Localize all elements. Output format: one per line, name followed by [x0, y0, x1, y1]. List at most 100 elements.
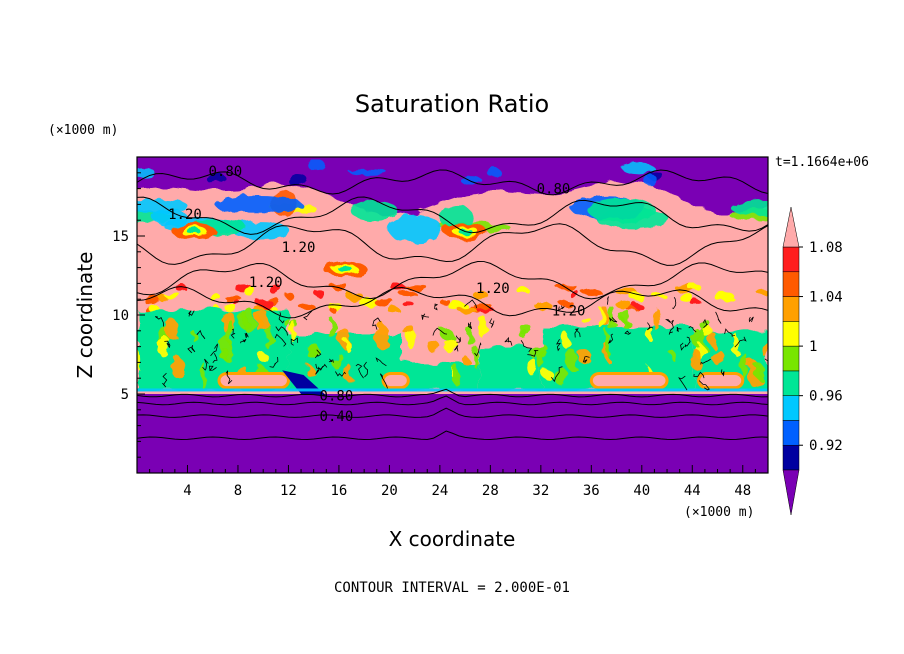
isoline-fragment [520, 340, 533, 353]
colorbar-tick-label: 0.96 [809, 389, 843, 405]
colorbar-upper-triangle [782, 206, 800, 248]
colorbar-tick-label: 0.92 [809, 438, 843, 454]
isoline-upper [137, 169, 768, 196]
isoline-fragment [188, 310, 195, 317]
isoline-fragment [527, 349, 539, 357]
isoline-fragment [624, 330, 632, 335]
isoline-fragment [244, 332, 249, 339]
isoline-fragment [269, 356, 279, 368]
isoline-low [137, 395, 768, 406]
isoline-fragment [607, 296, 609, 305]
isoline-fragment [693, 371, 705, 379]
x-tick-label: 24 [431, 483, 448, 499]
isoline-fragment [688, 326, 697, 333]
isoline-fragment [162, 372, 168, 388]
isoline-fragment [240, 338, 247, 344]
contour-label: 0.80 [208, 164, 242, 180]
isoline-fragment [379, 373, 388, 389]
isoline-fragment [574, 328, 581, 338]
saturation-field [137, 157, 768, 473]
isoline-upper [137, 196, 768, 235]
isoline-fragment [375, 357, 387, 367]
isoline-fragment [665, 319, 674, 325]
isoline-fragment [454, 345, 459, 352]
contour-label: 1.20 [552, 303, 586, 319]
isoline-fragment [582, 356, 590, 364]
x-tick-label: 8 [234, 483, 242, 499]
isoline-fragment [504, 336, 513, 346]
isoline-fragment [455, 335, 461, 343]
x-tick-label: 16 [330, 483, 347, 499]
isoline-fragment [464, 299, 477, 309]
x-tick-label: 36 [583, 483, 600, 499]
isoline-upper [137, 223, 768, 266]
colorbar-box [782, 444, 800, 471]
isoline-low [137, 407, 768, 418]
isoline-fragment [315, 349, 322, 359]
isoline-fragment [155, 316, 164, 327]
isoline-fragment [274, 333, 287, 347]
colorbar-lower-triangle [782, 469, 800, 516]
time-label: t=1.1664e+06 [775, 155, 869, 170]
isoline-fragment [557, 305, 565, 312]
isoline-fragment [715, 311, 722, 324]
contour-label: 1.20 [282, 240, 316, 256]
x-tick-label: 4 [183, 483, 191, 499]
contour-label: 1.20 [249, 275, 283, 291]
isoline-fragment [275, 326, 288, 336]
isoline-low [137, 430, 768, 441]
x-axis-title: X coordinate [389, 527, 516, 551]
upper-transition-band [137, 159, 768, 278]
isoline-fragment [278, 312, 285, 324]
isoline-fragment [703, 318, 709, 328]
chart-title: Saturation Ratio [355, 90, 549, 118]
isoline-fragment [700, 358, 711, 365]
colorbar-tick-label: 1.08 [809, 240, 843, 256]
x-ticks: 4 8 12 16 20 24 28 32 36 40 44 48 [136, 465, 769, 499]
isoline-fragment [474, 342, 482, 357]
isoline-fragment [720, 369, 725, 377]
x-tick-label: 40 [633, 483, 650, 499]
isoline-fragment [210, 343, 218, 357]
isoline-fragment [551, 366, 563, 383]
isoline-fragment [202, 358, 209, 371]
colorbar-box [782, 296, 800, 322]
surface-dry-layer [137, 394, 768, 473]
isoline-fragment [303, 310, 313, 321]
colorbar: 0.92 0.96 1 1.04 1.08 [782, 206, 843, 516]
isoline-fragment [734, 336, 747, 348]
isoline-fragment [668, 323, 674, 335]
isoline-fragment [698, 380, 710, 391]
isoline-fragment [230, 328, 236, 339]
isoline-fragment [680, 342, 685, 351]
isoline-fragment [489, 318, 495, 328]
isoline-fragment [676, 326, 682, 332]
contour-label: 0.80 [320, 389, 354, 405]
isoline-fragment [328, 358, 334, 363]
isoline-upper [137, 286, 768, 319]
colorbar-box [782, 321, 800, 347]
y-unit-label: (×1000 m) [48, 123, 118, 138]
isoline-fragment [335, 371, 346, 377]
colorbar-tick-label: 1 [809, 339, 817, 355]
isoline-fragment [196, 329, 206, 340]
contour-labels: 0.80 0.80 1.20 1.20 1.20 1.20 1.20 0.80 0.40 [168, 164, 586, 425]
isoline-fragment [608, 333, 614, 344]
contour-label: 0.40 [320, 409, 354, 425]
x-tick-label: 32 [532, 483, 549, 499]
y-tick-label: 5 [121, 387, 129, 403]
isoline-fragment [164, 340, 171, 349]
isoline-low [137, 388, 768, 398]
isoline-fragment [556, 339, 562, 352]
x-tick-label: 48 [734, 483, 751, 499]
isoline-fragment [212, 353, 218, 364]
x-unit-label: (×1000 m) [684, 505, 754, 520]
colorbar-box [782, 370, 800, 396]
contour-lines [137, 169, 768, 441]
isoline-fragment [647, 322, 654, 331]
isoline-fragment [684, 336, 691, 348]
contour-interval-footer: CONTOUR INTERVAL = 2.000E-01 [334, 580, 570, 596]
isoline-fragment [208, 365, 217, 371]
contour-label: 1.20 [476, 281, 510, 297]
